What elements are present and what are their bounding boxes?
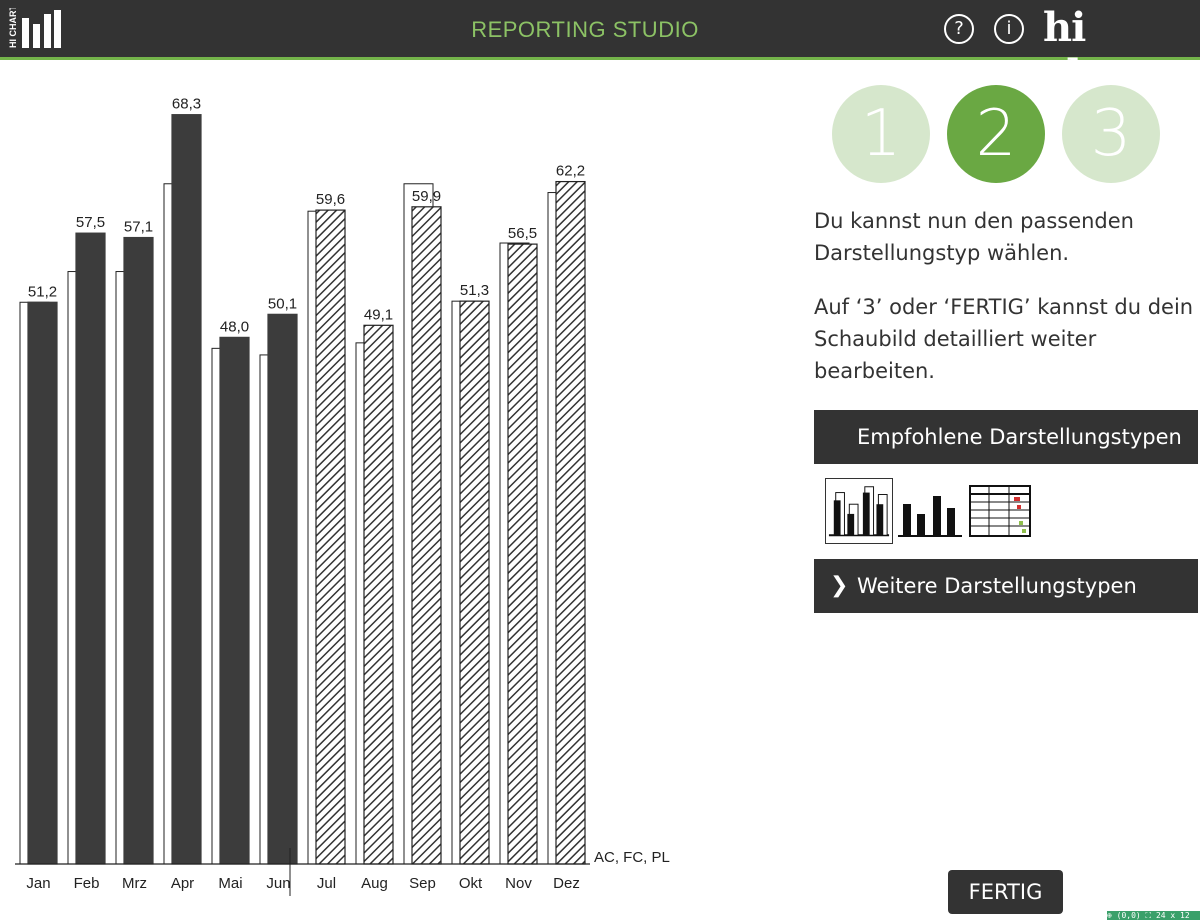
x-tick-label: Nov — [505, 875, 532, 892]
table-chart-thumbnail[interactable] — [967, 478, 1033, 544]
forecast-bar — [363, 324, 394, 865]
x-tick-label: Mrz — [122, 875, 147, 892]
bar-chart: 51,2 Jan 57,5 Feb 57,1 Mrz 68,3 Apr 48,0 Mai 50,1 J… — [15, 96, 670, 896]
x-tick-label: Jun — [266, 875, 290, 892]
done-button[interactable]: FERTIG — [948, 870, 1063, 914]
data-label: 59,6 — [316, 191, 345, 208]
data-label: 51,3 — [460, 282, 489, 299]
hichart-brand-logo: hi chart — [1043, 4, 1158, 98]
forecast-bar — [555, 180, 586, 865]
instruction-continue: Auf ‘3’ oder ‘FERTIG’ kannst du dein Sch… — [814, 295, 1194, 383]
x-tick-label: Okt — [459, 875, 483, 892]
x-tick-label: Dez — [553, 875, 580, 892]
x-tick-label: Sep — [409, 875, 436, 892]
more-types-label: Weitere Darstellungstypen — [857, 574, 1137, 598]
legend-label: AC, FC, PL — [594, 849, 670, 866]
forecast-bar — [459, 300, 490, 865]
app-header: HI CHART REPORTING STUDIO ? i hi chart — [0, 0, 1200, 98]
actual-bar — [219, 336, 250, 865]
step-2-button[interactable]: 2 — [947, 85, 1045, 183]
chevron-right-icon: ❯ — [830, 573, 849, 598]
x-tick-label: Aug — [361, 875, 388, 892]
bar-chart-with-plan-thumbnail[interactable] — [825, 478, 893, 544]
more-types-button[interactable]: ❯ Weitere Darstellungstypen — [814, 559, 1198, 613]
forecast-bar — [315, 209, 346, 865]
x-tick-label: Jan — [26, 875, 50, 892]
actual-bar — [123, 236, 154, 865]
actual-bar — [75, 232, 106, 865]
forecast-bar — [507, 243, 538, 865]
help-icon[interactable]: ? — [944, 14, 974, 44]
data-label: 57,5 — [76, 214, 105, 231]
simple-bar-chart-thumbnail[interactable] — [897, 478, 963, 544]
data-label: 49,1 — [364, 306, 393, 323]
app-title: REPORTING STUDIO — [471, 17, 699, 42]
recommended-types-header: Empfohlene Darstellungstypen — [814, 410, 1198, 464]
x-tick-label: Apr — [171, 875, 194, 892]
forecast-bar — [411, 206, 442, 865]
data-label: 51,2 — [28, 283, 57, 300]
data-label: 57,1 — [124, 219, 153, 236]
data-label: 48,0 — [220, 318, 249, 335]
actual-bar — [267, 313, 298, 865]
actual-bar — [27, 301, 58, 865]
x-tick-label: Jul — [317, 875, 336, 892]
data-label: 68,3 — [172, 96, 201, 113]
instruction-choose-type: Du kannst nun den passenden Darstellungs… — [814, 209, 1134, 265]
info-icon[interactable]: i — [994, 14, 1024, 44]
x-tick-label: Mai — [218, 875, 242, 892]
x-tick-label: Feb — [74, 875, 100, 892]
data-label: 59,9 — [412, 188, 441, 205]
status-indicator: ⊕ (0,0) ⛶ 24 x 12 — [1107, 911, 1200, 920]
step-1-button[interactable]: 1 — [832, 85, 930, 183]
data-label: 50,1 — [268, 295, 297, 312]
step-3-button[interactable]: 3 — [1062, 85, 1160, 183]
data-label: 56,5 — [508, 225, 537, 242]
actual-bar — [171, 114, 202, 865]
svg-text:HI CHART: HI CHART — [8, 8, 18, 48]
hichart-logo-icon: HI CHART — [8, 8, 61, 48]
data-label: 62,2 — [556, 163, 585, 180]
